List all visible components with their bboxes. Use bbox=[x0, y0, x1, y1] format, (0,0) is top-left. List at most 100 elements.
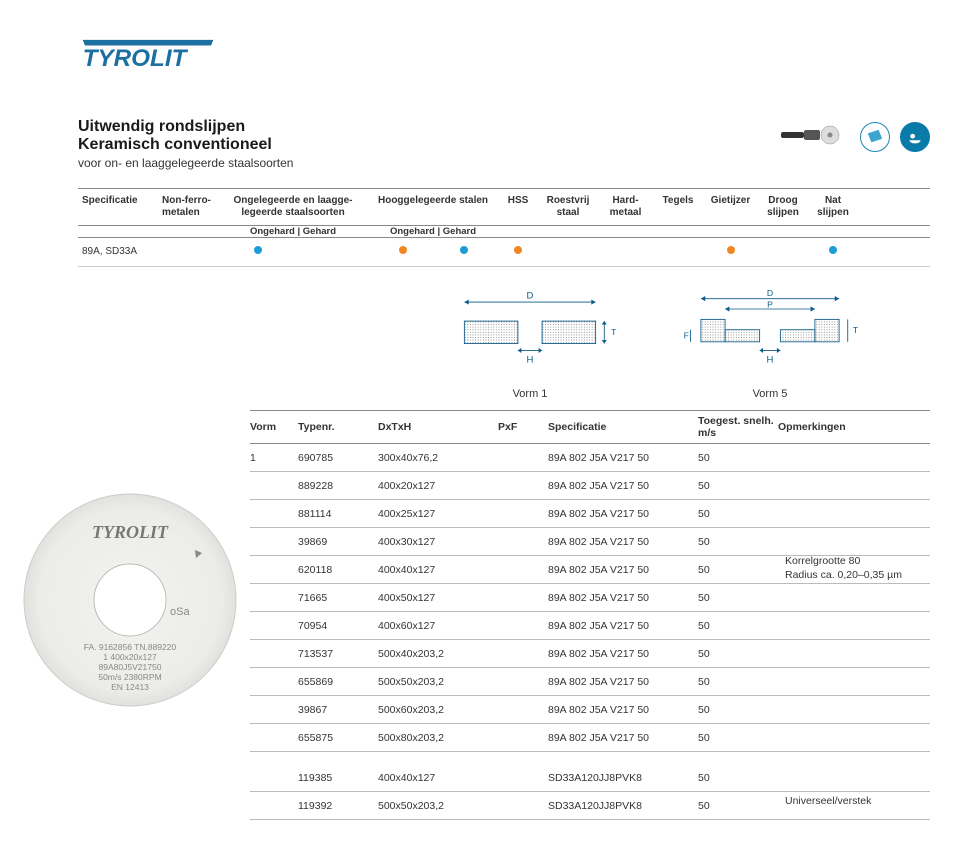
svg-text:H: H bbox=[527, 355, 534, 366]
spec-subheader-row: Ongehard | Gehard Ongehard | Gehard bbox=[78, 226, 930, 238]
spec-data-row: 89A, SD33A bbox=[78, 238, 930, 267]
col-vorm: Vorm bbox=[250, 421, 298, 433]
svg-text:EN 12413: EN 12413 bbox=[111, 682, 149, 692]
cell-dth: 400x50x127 bbox=[378, 592, 498, 604]
cell-typenr: 119385 bbox=[298, 772, 378, 784]
cell-spec: 89A 802 J5A V217 50 bbox=[548, 508, 698, 520]
dot-icon bbox=[727, 246, 735, 254]
cell-snelh: 50 bbox=[698, 452, 778, 464]
sub-legeerde: Ongehard | Gehard bbox=[218, 226, 368, 237]
page-header: Uitwendig rondslijpen Keramisch conventi… bbox=[78, 118, 293, 170]
col-pxf: PxF bbox=[498, 421, 548, 433]
col-roestvrij: Roestvrij staal bbox=[538, 193, 598, 221]
material-icon bbox=[860, 122, 890, 152]
col-tegels: Tegels bbox=[653, 193, 703, 221]
cell-typenr: 70954 bbox=[298, 620, 378, 632]
cell-dth: 400x40x127 bbox=[378, 772, 498, 784]
cell-spec: 89A 802 J5A V217 50 bbox=[548, 648, 698, 660]
table-row: 881114400x25x127 89A 802 J5A V217 5050 bbox=[250, 500, 930, 528]
table-row: 71665400x50x12789A 802 J5A V217 5050 bbox=[250, 584, 930, 612]
remark-line: Radius ca. 0,20–0,35 µm bbox=[785, 569, 920, 583]
table-row: 39867500x60x203,289A 802 J5A V217 5050 bbox=[250, 696, 930, 724]
cell-dth: 300x40x76,2 bbox=[378, 452, 498, 464]
col-nat: Nat slijpen bbox=[808, 193, 858, 221]
title: Uitwendig rondslijpen bbox=[78, 118, 293, 136]
dot-icon bbox=[829, 246, 837, 254]
cell-dth: 400x40x127 bbox=[378, 564, 498, 576]
cell-snelh: 50 bbox=[698, 536, 778, 548]
svg-text:T: T bbox=[853, 325, 859, 335]
cell-spec: 89A 802 J5A V217 50 bbox=[548, 564, 698, 576]
cell-typenr: 713537 bbox=[298, 648, 378, 660]
cell-snelh: 50 bbox=[698, 800, 778, 812]
diagram-vorm5: D P H T F Vorm 5 bbox=[680, 290, 860, 400]
spec-label: 89A, SD33A bbox=[78, 244, 158, 260]
subtitle: Keramisch conventioneel bbox=[78, 136, 293, 154]
table-row: 1690785300x40x76,2 89A 802 J5A V217 5050 bbox=[250, 444, 930, 472]
svg-text:FA. 9162856 TN.889220: FA. 9162856 TN.889220 bbox=[84, 642, 177, 652]
application-icons bbox=[780, 120, 930, 154]
shape-diagrams: D H T Vorm 1 D P H bbox=[440, 290, 860, 400]
col-nonferro: Non-ferro-metalen bbox=[158, 193, 218, 221]
cell-typenr: 881114 bbox=[298, 508, 378, 520]
dot-icon bbox=[254, 246, 262, 254]
diagram-label: Vorm 5 bbox=[680, 388, 860, 400]
cell-dth: 500x50x203,2 bbox=[378, 800, 498, 812]
col-typenr: Typenr. bbox=[298, 421, 378, 433]
remark-line: Universeel/verstek bbox=[785, 795, 920, 809]
svg-text:89A80J5V21750: 89A80J5V21750 bbox=[99, 662, 162, 672]
cell-typenr: 39869 bbox=[298, 536, 378, 548]
cell-snelh: 50 bbox=[698, 564, 778, 576]
cell-dth: 400x25x127 bbox=[378, 508, 498, 520]
col-spec: Specificatie bbox=[548, 421, 698, 433]
cell-typenr: 690785 bbox=[298, 452, 378, 464]
cell-vorm: 1 bbox=[250, 452, 298, 464]
col-dth: DxTxH bbox=[378, 421, 498, 433]
cell-typenr: 620118 bbox=[298, 564, 378, 576]
table-row: 39869400x30x12789A 802 J5A V217 5050 bbox=[250, 528, 930, 556]
svg-text:F: F bbox=[684, 330, 689, 340]
svg-text:T: T bbox=[611, 327, 617, 337]
cell-spec: 89A 802 J5A V217 50 bbox=[548, 452, 698, 464]
col-spec: Specificatie bbox=[78, 193, 158, 221]
cell-snelh: 50 bbox=[698, 592, 778, 604]
svg-text:D: D bbox=[527, 291, 534, 302]
description: voor on- en laaggelegeerde staalsoorten bbox=[78, 156, 293, 170]
cell-dth: 500x80x203,2 bbox=[378, 732, 498, 744]
cell-snelh: 50 bbox=[698, 508, 778, 520]
cell-snelh: 50 bbox=[698, 732, 778, 744]
cell-spec: SD33A120JJ8PVK8 bbox=[548, 772, 698, 784]
cell-typenr: 889228 bbox=[298, 480, 378, 492]
dot-icon bbox=[460, 246, 468, 254]
svg-text:P: P bbox=[767, 299, 773, 309]
brand-logo: TYROLIT bbox=[78, 28, 218, 79]
wet-grinding-icon bbox=[900, 122, 930, 152]
diagram-vorm1: D H T Vorm 1 bbox=[440, 290, 620, 400]
cell-dth: 500x60x203,2 bbox=[378, 704, 498, 716]
cell-spec: 89A 802 J5A V217 50 bbox=[548, 704, 698, 716]
table-row: 713537500x40x203,289A 802 J5A V217 5050 bbox=[250, 640, 930, 668]
svg-text:TYROLIT: TYROLIT bbox=[83, 45, 189, 72]
col-opm: Opmerkingen bbox=[778, 421, 930, 433]
cell-snelh: 50 bbox=[698, 676, 778, 688]
spec-matrix: Specificatie Non-ferro-metalen Ongelegee… bbox=[78, 188, 930, 267]
product-table: Vorm Typenr. DxTxH PxF Specificatie Toeg… bbox=[250, 410, 930, 820]
remark-block1: Korrelgrootte 80 Radius ca. 0,20–0,35 µm bbox=[785, 555, 920, 582]
spec-header-row: Specificatie Non-ferro-metalen Ongelegee… bbox=[78, 188, 930, 226]
cell-snelh: 50 bbox=[698, 620, 778, 632]
cell-snelh: 50 bbox=[698, 704, 778, 716]
cell-typenr: 655869 bbox=[298, 676, 378, 688]
svg-text:1 400x20x127: 1 400x20x127 bbox=[103, 652, 157, 662]
table-row: 119385400x40x127SD33A120JJ8PVK850 bbox=[250, 764, 930, 792]
svg-text:oSa: oSa bbox=[170, 606, 190, 618]
cell-spec: 89A 802 J5A V217 50 bbox=[548, 480, 698, 492]
product-photo: TYROLIT oSa FA. 9162856 TN.889220 1 400x… bbox=[20, 490, 240, 710]
col-snelh: Toegest. snelh. m/s bbox=[698, 415, 778, 439]
svg-text:TYROLIT: TYROLIT bbox=[92, 522, 169, 542]
cell-snelh: 50 bbox=[698, 480, 778, 492]
col-hoog: Hooggelegeerde stalen bbox=[368, 193, 498, 221]
col-hardmetaal: Hard-metaal bbox=[598, 193, 653, 221]
table-row: 70954400x60x12789A 802 J5A V217 5050 bbox=[250, 612, 930, 640]
dot-icon bbox=[514, 246, 522, 254]
cell-spec: SD33A120JJ8PVK8 bbox=[548, 800, 698, 812]
